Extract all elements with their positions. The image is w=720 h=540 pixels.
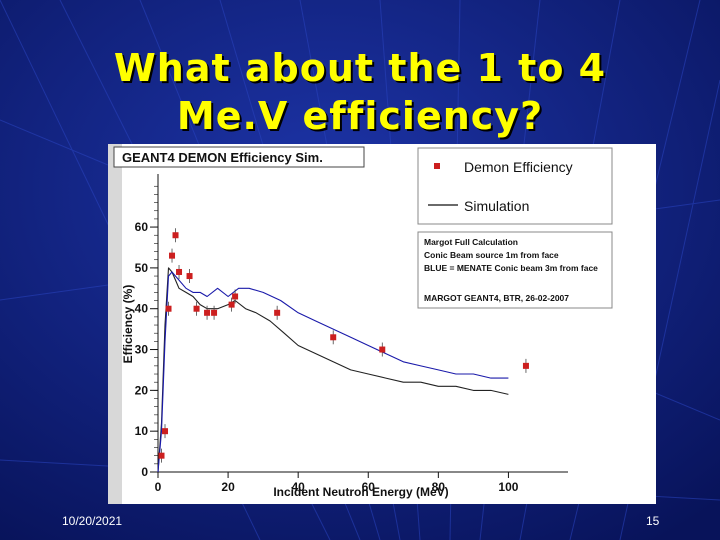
point-marker xyxy=(274,309,281,316)
chart-title: GEANT4 DEMON Efficiency Sim. xyxy=(122,150,323,165)
x-tick-label: 20 xyxy=(221,480,235,494)
slide-title-line-2: Me.V efficiency? xyxy=(176,94,544,138)
demon-efficiency-point xyxy=(274,305,281,320)
footer-page-number: 15 xyxy=(646,514,660,528)
legend-marker-icon xyxy=(434,163,440,169)
point-marker xyxy=(204,309,211,316)
demon-efficiency-point xyxy=(232,289,239,304)
chart-title-box xyxy=(113,146,365,168)
legend-box xyxy=(417,147,613,225)
y-tick-label: 50 xyxy=(135,261,149,275)
demon-efficiency-point xyxy=(522,358,529,373)
point-marker xyxy=(162,428,169,435)
demon-efficiency-point xyxy=(211,305,218,320)
point-marker xyxy=(379,346,386,353)
efficiency-chart: GEANT4 DEMON Efficiency Sim. Demon Effic… xyxy=(108,144,613,504)
point-marker xyxy=(169,252,176,259)
slide-title-line-1: What about the 1 to 4 xyxy=(113,46,607,90)
y-tick-label: 40 xyxy=(135,302,149,316)
efficiency-chart-panel: GEANT4 DEMON Efficiency Sim. Demon Effic… xyxy=(108,144,656,504)
chart-points xyxy=(158,228,529,463)
annotation-line-2: Conic Beam source 1m from face xyxy=(424,250,559,260)
y-tick-label: 60 xyxy=(135,220,149,234)
point-marker xyxy=(158,452,165,459)
demon-efficiency-point xyxy=(204,305,211,320)
x-tick-label: 40 xyxy=(291,480,305,494)
demon-efficiency-point xyxy=(176,264,183,279)
y-axis-label: Efficiency (%) xyxy=(121,285,135,364)
legend-entry-demon: Demon Efficiency xyxy=(464,159,573,175)
demon-efficiency-point xyxy=(330,330,337,345)
annotation-line-3: BLUE = MENATE Conic beam 3m from face xyxy=(424,263,598,273)
demon-efficiency-point xyxy=(379,342,386,357)
footer-date: 10/20/2021 xyxy=(62,514,123,528)
annotation-box xyxy=(417,231,613,309)
x-tick-label: 0 xyxy=(155,480,162,494)
x-axis-label: Incident Neutron Energy (MeV) xyxy=(273,485,448,499)
point-marker xyxy=(176,268,183,275)
demon-efficiency-point xyxy=(169,248,176,263)
legend-entry-simulation: Simulation xyxy=(464,198,529,214)
point-marker xyxy=(228,301,235,308)
simulation-line-3m-blue xyxy=(157,271,509,473)
y-tick-label: 0 xyxy=(141,465,148,479)
slide-title: What about the 1 to 4 Me.V efficiency? xyxy=(40,44,680,140)
point-marker xyxy=(330,334,337,341)
demon-efficiency-point xyxy=(172,228,179,243)
annotation-footer: MARGOT GEANT4, BTR, 26-02-2007 xyxy=(424,293,569,303)
y-tick-label: 10 xyxy=(135,424,149,438)
y-tick-label: 20 xyxy=(135,383,149,397)
simulation-line-1m xyxy=(157,267,509,473)
point-marker xyxy=(172,232,179,239)
annotation-line-1: Margot Full Calculation xyxy=(424,237,518,247)
point-marker xyxy=(522,362,529,369)
point-marker xyxy=(186,273,193,280)
point-marker xyxy=(211,309,218,316)
demon-efficiency-point xyxy=(228,297,235,312)
demon-efficiency-point xyxy=(165,301,172,316)
demon-efficiency-point xyxy=(193,301,200,316)
demon-efficiency-point xyxy=(158,448,165,463)
x-tick-label: 100 xyxy=(498,480,518,494)
chart-left-shade xyxy=(108,144,122,504)
point-marker xyxy=(165,305,172,312)
point-marker xyxy=(193,305,200,312)
y-tick-label: 30 xyxy=(135,343,149,357)
point-marker xyxy=(232,293,239,300)
chart-axes: 0 20 40 60 80 100 0 10 20 30 40 50 60 xyxy=(135,174,568,494)
demon-efficiency-point xyxy=(162,424,169,439)
x-tick-label: 80 xyxy=(432,480,446,494)
chart-lines xyxy=(157,267,509,473)
demon-efficiency-point xyxy=(186,269,193,284)
x-tick-label: 60 xyxy=(362,480,376,494)
